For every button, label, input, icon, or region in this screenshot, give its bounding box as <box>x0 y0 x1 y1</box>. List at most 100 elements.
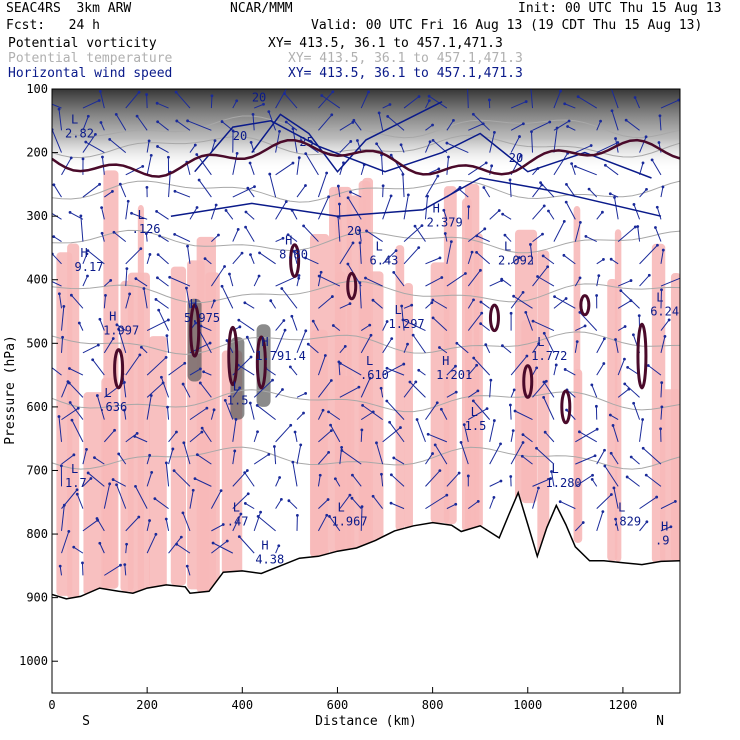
wind-arrow-head <box>173 189 177 193</box>
wind-arrow <box>275 499 282 509</box>
wind-arrow-head <box>454 390 458 394</box>
wind-arrow <box>165 462 170 487</box>
wind-arrow <box>318 296 333 309</box>
wind-arrow <box>68 382 84 398</box>
wind-arrow-head <box>385 320 389 323</box>
wind-arrow-head <box>544 379 548 383</box>
wind-arrow-head <box>340 446 344 449</box>
wind-arrow <box>605 164 619 176</box>
wind-arrow-head <box>212 408 216 412</box>
wind-arrow <box>382 338 393 354</box>
wind-arrow-head <box>583 324 587 328</box>
wind-arrow-head <box>238 386 242 390</box>
wind-arrow <box>131 212 148 220</box>
wind-arrow-head <box>181 511 185 515</box>
wind-arrow-head <box>457 471 461 475</box>
wind-arrow-head <box>243 502 247 505</box>
wind-arrow-head <box>663 335 667 338</box>
wind-arrow-head <box>535 446 538 450</box>
wind-arrow-head <box>182 441 186 445</box>
wind-arrow-head <box>327 410 330 414</box>
wind-arrow <box>460 442 469 465</box>
wind-arrow-head <box>658 114 662 118</box>
wind-arrow-head <box>317 274 321 278</box>
wind-arrow <box>531 131 534 153</box>
wind-arrow-head <box>519 154 523 157</box>
wind-arrow-head <box>318 473 322 477</box>
shaded-column <box>573 369 583 543</box>
wind-arrow-head <box>471 112 475 116</box>
wind-arrow <box>642 447 662 465</box>
wind-arrow-head <box>637 314 641 318</box>
wind-arrow-head <box>166 318 170 322</box>
wind-arrow <box>660 319 670 331</box>
wind-arrow <box>596 338 605 354</box>
wind-arrow-head <box>549 477 553 480</box>
wind-arrow-head <box>612 486 616 490</box>
wind-arrow <box>359 230 362 242</box>
wind-arrow-head <box>553 295 556 299</box>
wind-arrow <box>158 309 170 331</box>
wind-arrow-head <box>427 94 431 98</box>
pv-extremum-kind: L <box>233 500 240 514</box>
wind-arrow <box>381 155 384 175</box>
wind-arrow <box>92 359 105 376</box>
wind-arrow-head <box>281 388 284 391</box>
wind-arrow-head <box>164 356 168 359</box>
shaded-column <box>614 229 622 562</box>
wind-arrow <box>275 320 285 331</box>
wind-arrow <box>275 389 283 398</box>
pv-extremum-value: 1.967 <box>331 514 367 528</box>
wind-arrow-head <box>501 212 505 216</box>
wind-arrow-head <box>111 190 114 193</box>
wind-arrow <box>232 153 238 175</box>
wind-arrow <box>254 103 264 109</box>
wind-arrow-head <box>125 542 129 546</box>
wind-arrow-head <box>203 257 207 260</box>
wind-arrow <box>543 397 555 420</box>
wind-arrow-head <box>415 418 419 421</box>
wind-arrow <box>294 431 298 442</box>
wind-arrow-head <box>590 477 594 481</box>
wind-arrow-head <box>165 334 169 338</box>
wind-arrow-head <box>248 401 252 405</box>
wind-arrow-head <box>272 445 276 448</box>
wind-arrow <box>386 367 405 376</box>
wind-arrow-head <box>413 224 417 228</box>
wind-arrow <box>273 446 277 465</box>
wind-arrow-head <box>235 99 239 103</box>
wind-arrow <box>391 474 405 487</box>
wind-arrow-head <box>499 479 503 483</box>
wind-arrow <box>232 419 237 442</box>
pv-extremum-kind: H <box>442 354 449 368</box>
wind-arrow-head <box>641 418 645 421</box>
wind-arrow-head <box>235 151 239 155</box>
wind-arrow-head <box>426 194 429 198</box>
wind-arrow-head <box>438 346 441 349</box>
pv-extremum-kind: L <box>618 500 625 514</box>
wind-arrow-head <box>223 398 227 402</box>
wind-arrow-head <box>537 486 540 490</box>
wind-arrow <box>125 293 131 309</box>
wind-arrow <box>288 500 298 509</box>
wind-arrow-head <box>603 163 607 167</box>
wind-arrow <box>96 395 105 420</box>
wind-arrow-head <box>542 331 546 335</box>
wind-arrow-head <box>633 96 637 99</box>
wind-arrow <box>630 456 640 465</box>
wind-arrow <box>146 472 153 487</box>
wind-arrow <box>639 274 650 287</box>
wind-arrow <box>585 235 597 243</box>
wind-arrow-head <box>77 321 81 325</box>
wind-arrow <box>660 336 666 353</box>
wind-arrow-head <box>138 353 142 357</box>
x-axis-label: Distance (km) <box>315 714 417 729</box>
wind-arrow-head <box>677 98 680 102</box>
wind-arrow-head <box>602 362 606 365</box>
wind-arrow <box>660 406 663 420</box>
wind-arrow <box>575 455 596 465</box>
wind-arrow <box>532 343 540 354</box>
wind-arrow-head <box>81 561 84 565</box>
wind-arrow-head <box>442 208 446 212</box>
wind-arrow <box>634 97 641 109</box>
